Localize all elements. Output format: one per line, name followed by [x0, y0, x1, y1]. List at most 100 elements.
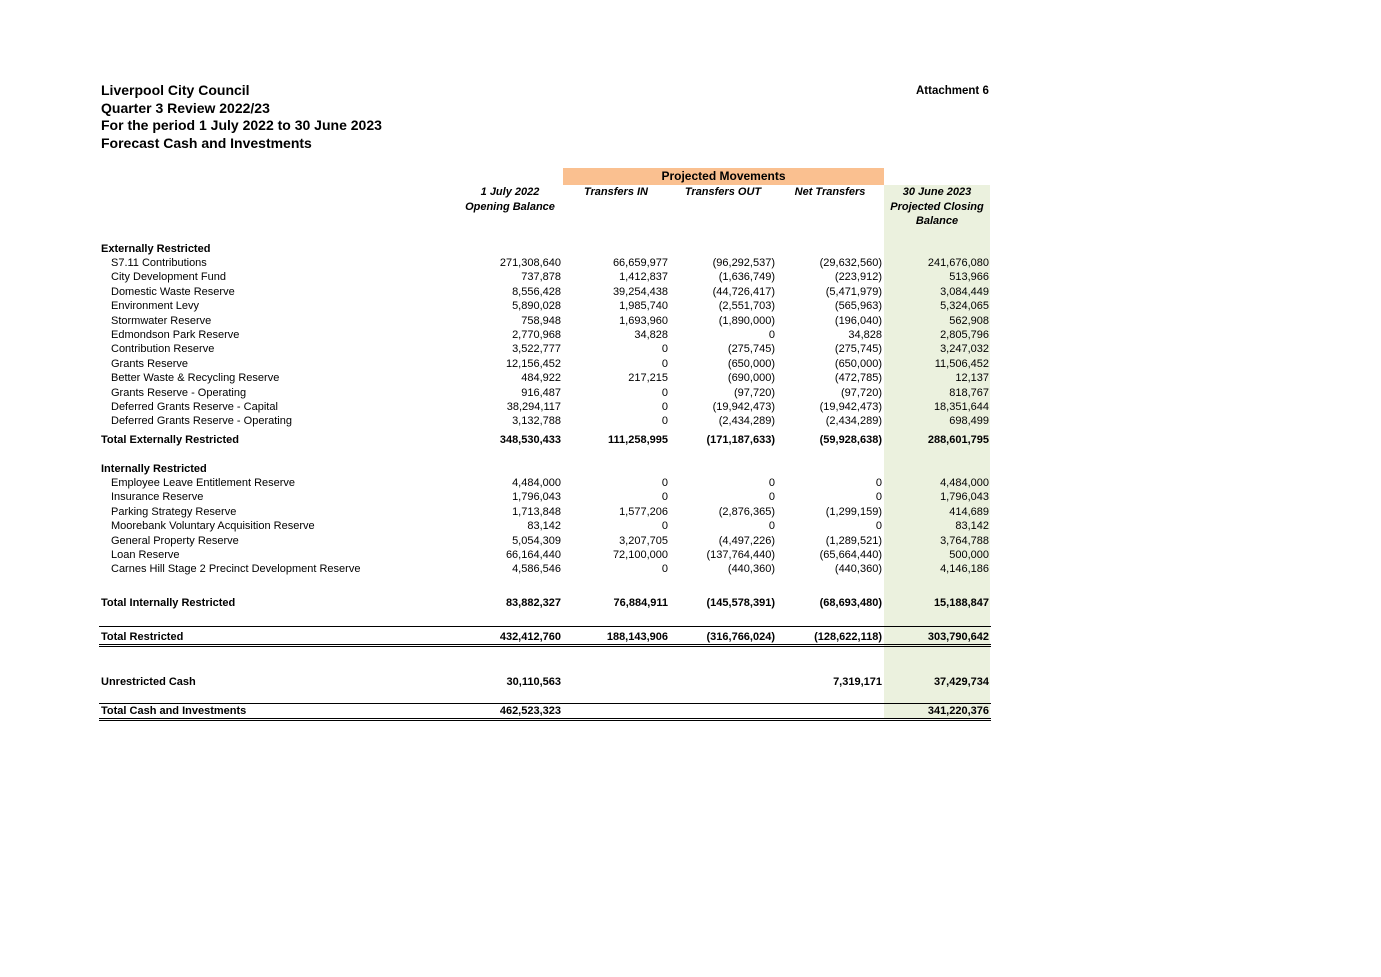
cell-transfers-in: 0 [661, 357, 668, 370]
row-label: Better Waste & Recycling Reserve [111, 372, 280, 385]
cell-closing: 18,351,644 [933, 401, 989, 413]
cell-opening: 2,770,968 [512, 329, 561, 341]
cell-opening: 462,523,323 [499, 705, 561, 717]
cell-transfers-out: (275,745) [727, 343, 775, 356]
cell-transfers-out: (2,551,703) [718, 300, 775, 313]
cell-transfers-out: (2,434,289) [718, 415, 775, 428]
cell-opening: 12,156,452 [505, 357, 561, 370]
cell-opening: 432,412,760 [499, 631, 561, 643]
cell-opening: 66,164,440 [505, 549, 561, 561]
cell-opening: 83,142 [527, 520, 561, 533]
cell-opening: 4,586,546 [512, 563, 561, 576]
cell-opening: 1,796,043 [512, 491, 561, 504]
cell-opening: 737,878 [521, 271, 561, 284]
period-title: For the period 1 July 2022 to 30 June 20… [101, 117, 382, 134]
row-label: Employee Leave Entitlement Reserve [111, 477, 296, 489]
row-label: Domestic Waste Reserve [111, 285, 235, 298]
cell-transfers-in: 1,693,960 [619, 314, 668, 327]
double-rule-total-cash-b [99, 720, 991, 721]
cell-net-transfers: (223,912) [834, 271, 882, 284]
col-header-transfers-in: Transfers IN [584, 186, 648, 198]
cell-transfers-out: 0 [768, 520, 775, 533]
cell-closing: 83,142 [955, 520, 989, 533]
cell-transfers-in: 1,577,206 [619, 505, 668, 518]
cell-net-transfers: (565,963) [834, 300, 882, 313]
cell-closing: 818,767 [949, 386, 989, 399]
cell-closing: 11,506,452 [934, 357, 989, 370]
cell-transfers-in: 72,100,000 [612, 549, 668, 561]
cell-transfers-in: 1,985,740 [619, 300, 668, 313]
cell-transfers-out: (145,578,391) [706, 597, 776, 609]
row-label: Insurance Reserve [111, 491, 204, 504]
cell-transfers-in: 111,258,995 [608, 434, 668, 446]
cell-transfers-out: (1,890,000) [718, 314, 775, 327]
cell-transfers-out: (171,187,633) [706, 434, 776, 446]
cell-opening: 271,308,640 [499, 257, 561, 269]
cell-net-transfers: 0 [875, 491, 882, 504]
cell-net-transfers: (275,745) [834, 343, 882, 356]
cell-net-transfers: (128,622,118) [814, 631, 882, 643]
cell-opening: 3,132,788 [512, 415, 561, 428]
cell-closing: 500,000 [949, 549, 989, 561]
cell-transfers-in: 188,143,906 [606, 631, 668, 643]
row-label: Loan Reserve [111, 549, 180, 561]
cell-net-transfers: (1,299,159) [825, 505, 882, 518]
cell-net-transfers: (1,289,521) [825, 534, 882, 547]
org-name: Liverpool City Council [101, 82, 250, 98]
cell-opening: 1,713,848 [512, 505, 561, 518]
cell-closing: 513,966 [949, 271, 989, 284]
row-label: Total Externally Restricted [101, 434, 239, 446]
cell-closing: 241,676,080 [927, 257, 989, 269]
cell-net-transfers: (2,434,289) [825, 415, 882, 428]
cell-transfers-out: (2,876,365) [718, 505, 775, 518]
cell-closing: 4,484,000 [940, 477, 989, 489]
cell-net-transfers: (65,664,440) [819, 549, 882, 561]
cell-opening: 4,484,000 [512, 477, 561, 489]
rule-above-total-cash [99, 703, 991, 704]
cell-opening: 8,556,428 [512, 285, 561, 298]
row-label: Grants Reserve - Operating [111, 386, 247, 399]
cell-transfers-out: (137,764,440) [706, 549, 776, 561]
cell-transfers-in: 0 [661, 563, 668, 576]
cell-net-transfers: (650,000) [834, 357, 882, 370]
cell-transfers-in: 0 [661, 477, 668, 489]
col-header-closing: 30 June 2023 Projected Closing Balance [890, 186, 984, 227]
row-label: Total Restricted [101, 631, 184, 643]
cell-transfers-out: (316,766,024) [706, 631, 776, 643]
col-header-transfers-out: Transfers OUT [684, 186, 762, 198]
row-label: Stormwater Reserve [111, 314, 212, 327]
cell-net-transfers: (29,632,560) [819, 257, 882, 269]
cell-transfers-in: 0 [661, 415, 668, 428]
cell-net-transfers: 7,319,171 [833, 676, 882, 688]
cell-closing: 3,084,449 [940, 285, 989, 298]
cell-closing: 288,601,795 [927, 434, 989, 446]
cell-transfers-out: (440,360) [727, 563, 775, 576]
cell-transfers-in: 34,828 [634, 329, 668, 341]
section-heading: Internally Restricted [101, 463, 207, 475]
cell-opening: 83,882,327 [505, 597, 561, 609]
row-label: Edmondson Park Reserve [111, 329, 240, 341]
cell-closing: 562,908 [949, 314, 989, 327]
row-label: Grants Reserve [111, 357, 189, 370]
cell-opening: 5,890,028 [512, 300, 561, 313]
closing-balance-highlight [884, 185, 990, 719]
attachment-label: Attachment 6 [916, 85, 989, 97]
row-label: City Development Fund [111, 271, 226, 284]
row-label: Total Internally Restricted [101, 597, 236, 609]
subject-title: Forecast Cash and Investments [101, 134, 312, 151]
cell-net-transfers: (19,942,473) [819, 401, 882, 413]
cell-closing: 12,137 [955, 372, 989, 385]
report-title-block: Liverpool City Council Quarter 3 Review … [101, 82, 382, 152]
cell-transfers-out: (690,000) [727, 372, 775, 385]
cell-transfers-in: 0 [661, 401, 668, 413]
section-heading: Externally Restricted [101, 243, 211, 255]
cell-opening: 3,522,777 [512, 343, 561, 356]
cell-opening: 30,110,563 [506, 676, 561, 688]
row-label: Deferred Grants Reserve - Capital [111, 401, 278, 413]
cell-closing: 2,805,796 [940, 329, 989, 341]
cell-transfers-in: 66,659,977 [612, 257, 668, 269]
cell-closing: 414,689 [949, 505, 989, 518]
cell-transfers-out: (650,000) [727, 357, 775, 370]
row-label: Contribution Reserve [111, 343, 215, 356]
cell-net-transfers: 34,828 [848, 329, 882, 341]
